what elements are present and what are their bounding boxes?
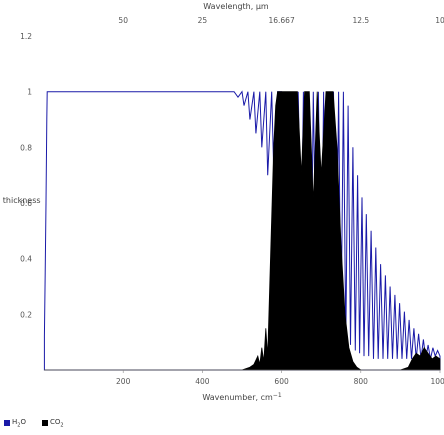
series-h2o <box>43 90 441 371</box>
legend-item-co2[interactable]: CO2 <box>41 418 64 429</box>
legend-label-h2o: H2O <box>12 418 26 429</box>
top-wavelength-axis: 50 25 16.667 12.5 10 <box>118 16 444 25</box>
legend: H2O CO2 <box>4 418 64 428</box>
y-axis: 0.2 0.4 0.6 0.8 1 1.2 <box>20 32 32 319</box>
y-tick-label: 0.2 <box>20 310 32 319</box>
y-tick-label: 0.4 <box>20 255 32 264</box>
y-axis-title: l thickness <box>0 196 41 205</box>
x-axis-title: Wavenumber, cm−1 <box>202 392 281 402</box>
x2-tick-label: 10 <box>435 16 444 25</box>
x2-tick-label: 12.5 <box>352 16 369 25</box>
x2-tick-label: 25 <box>198 16 208 25</box>
y-tick-label: 1 <box>27 88 32 97</box>
y-tick-label: 0.8 <box>20 143 32 152</box>
y-tick-label: 1.2 <box>20 32 32 41</box>
x-tick-label: 400 <box>195 377 210 386</box>
plot-area <box>43 90 441 371</box>
y-tick-label: 0.6 <box>20 199 32 208</box>
x-tick-label: 200 <box>116 377 131 386</box>
series-co2 <box>44 91 441 371</box>
legend-label-co2: CO2 <box>49 418 64 429</box>
x-tick-label: 800 <box>354 377 369 386</box>
x2-axis-title: Wavelength, μm <box>203 2 269 11</box>
legend-item-h2o[interactable]: H2O <box>4 418 26 428</box>
x2-tick-label: 50 <box>118 16 128 25</box>
legend-swatch-h2o <box>4 420 10 427</box>
x2-tick-label: 16.667 <box>268 16 294 25</box>
legend-swatch-co2 <box>41 420 48 427</box>
x-tick-label: 600 <box>274 377 289 386</box>
